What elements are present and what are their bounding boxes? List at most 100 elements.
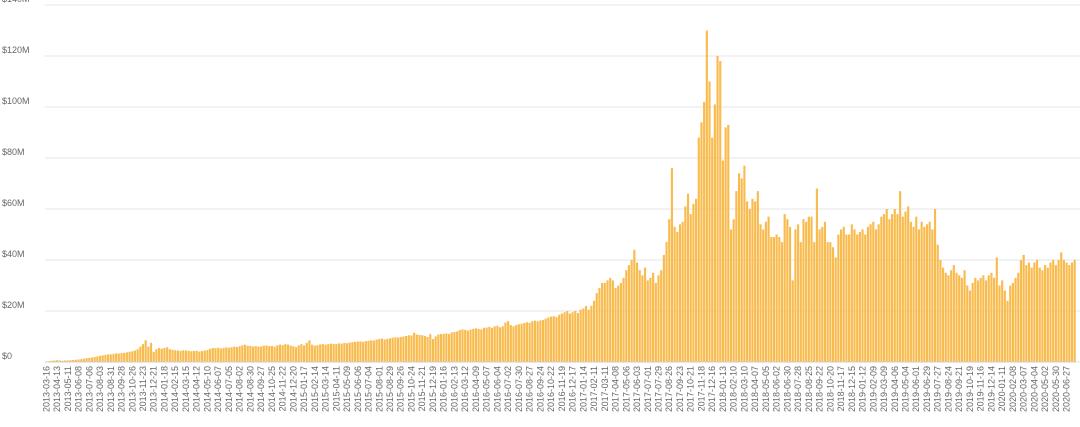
bar — [187, 350, 190, 362]
bar — [856, 234, 859, 362]
bar — [595, 293, 598, 362]
bar — [474, 328, 477, 362]
x-tick-label: 2014-04-12 — [192, 366, 202, 412]
bar — [979, 277, 982, 362]
x-tick-label: 2019-07-27 — [933, 366, 943, 412]
bar — [842, 226, 845, 362]
bar — [270, 345, 273, 362]
bar — [563, 312, 566, 362]
bar — [955, 272, 958, 362]
bar — [866, 226, 869, 362]
bar — [53, 360, 56, 362]
x-tick-label: 2013-12-21 — [149, 366, 159, 412]
bar — [579, 309, 582, 362]
y-tick-label: $40M — [2, 249, 25, 259]
bar — [1009, 285, 1012, 362]
bar — [560, 313, 563, 362]
x-tick-label: 2013-11-23 — [138, 366, 148, 411]
bar — [354, 341, 357, 362]
bar — [262, 345, 265, 362]
bar — [547, 317, 550, 362]
bar — [850, 224, 853, 362]
x-tick-label: 2016-08-27 — [525, 366, 535, 412]
bar — [552, 316, 555, 362]
bar — [995, 257, 998, 362]
bar — [936, 244, 939, 362]
bar — [294, 347, 298, 362]
bar — [104, 354, 107, 362]
bar — [823, 221, 827, 362]
bar — [289, 345, 292, 362]
x-tick-label: 2013-08-03 — [95, 366, 105, 412]
bar — [644, 267, 647, 362]
bar — [568, 313, 571, 362]
x-tick-label: 2017-02-11 — [589, 366, 599, 411]
bar — [219, 348, 222, 362]
x-tick-label: 2014-08-02 — [235, 366, 245, 412]
bar — [1035, 260, 1039, 362]
bar — [958, 275, 961, 362]
bar — [56, 360, 59, 362]
bar — [117, 353, 120, 362]
bar — [689, 214, 692, 362]
bar — [950, 270, 953, 362]
x-tick-label: 2015-06-06 — [353, 366, 363, 412]
x-tick-label: 2014-08-30 — [245, 366, 255, 412]
bar — [566, 311, 569, 362]
bar — [821, 226, 824, 362]
bar — [944, 272, 947, 362]
x-tick-label: 2017-12-16 — [707, 366, 717, 412]
bar — [249, 345, 252, 362]
bar — [931, 229, 934, 362]
bar — [740, 178, 743, 362]
bar — [1022, 254, 1025, 362]
x-tick-label: 2014-12-20 — [288, 366, 298, 412]
bar — [217, 347, 220, 362]
bar — [98, 355, 102, 362]
bar — [609, 277, 612, 362]
bar — [837, 234, 840, 362]
bar — [662, 254, 665, 362]
y-tick-label: $60M — [2, 198, 25, 208]
bar — [493, 326, 496, 362]
x-tick-label: 2015-02-14 — [310, 366, 320, 412]
bar — [1044, 265, 1047, 362]
bar — [668, 219, 671, 362]
x-tick-label: 2013-07-06 — [84, 366, 94, 412]
x-tick-label: 2015-10-24 — [406, 366, 416, 412]
y-tick-label: $80M — [2, 147, 25, 157]
bar — [923, 226, 926, 362]
bar — [370, 340, 373, 362]
bar — [133, 350, 137, 362]
bar — [907, 206, 910, 362]
bar — [686, 193, 690, 362]
bar — [993, 277, 996, 362]
bar — [582, 308, 585, 362]
x-tick-label: 2020-03-07 — [1019, 366, 1029, 412]
bar — [1041, 270, 1044, 362]
bar — [139, 346, 142, 362]
bar — [1062, 260, 1065, 362]
bar — [351, 342, 354, 362]
x-tick-label: 2018-12-15 — [847, 366, 857, 412]
bar — [292, 346, 295, 362]
bar — [260, 346, 263, 362]
bar — [184, 350, 188, 362]
y-tick-label: $120M — [2, 45, 30, 55]
bar — [233, 346, 236, 362]
x-tick-label: 2017-07-29 — [653, 366, 663, 412]
bar — [601, 282, 604, 362]
bar — [1052, 260, 1055, 362]
bar — [756, 191, 759, 362]
x-tick-label: 2017-05-06 — [621, 366, 631, 412]
bar — [340, 343, 343, 362]
bar — [657, 275, 660, 362]
bar — [762, 229, 765, 362]
bar — [592, 300, 596, 362]
bar — [633, 249, 636, 362]
bar — [434, 336, 437, 362]
bar — [327, 344, 330, 362]
bar — [96, 356, 99, 362]
x-tick-label: 2015-07-04 — [364, 366, 374, 412]
bar — [396, 337, 400, 362]
